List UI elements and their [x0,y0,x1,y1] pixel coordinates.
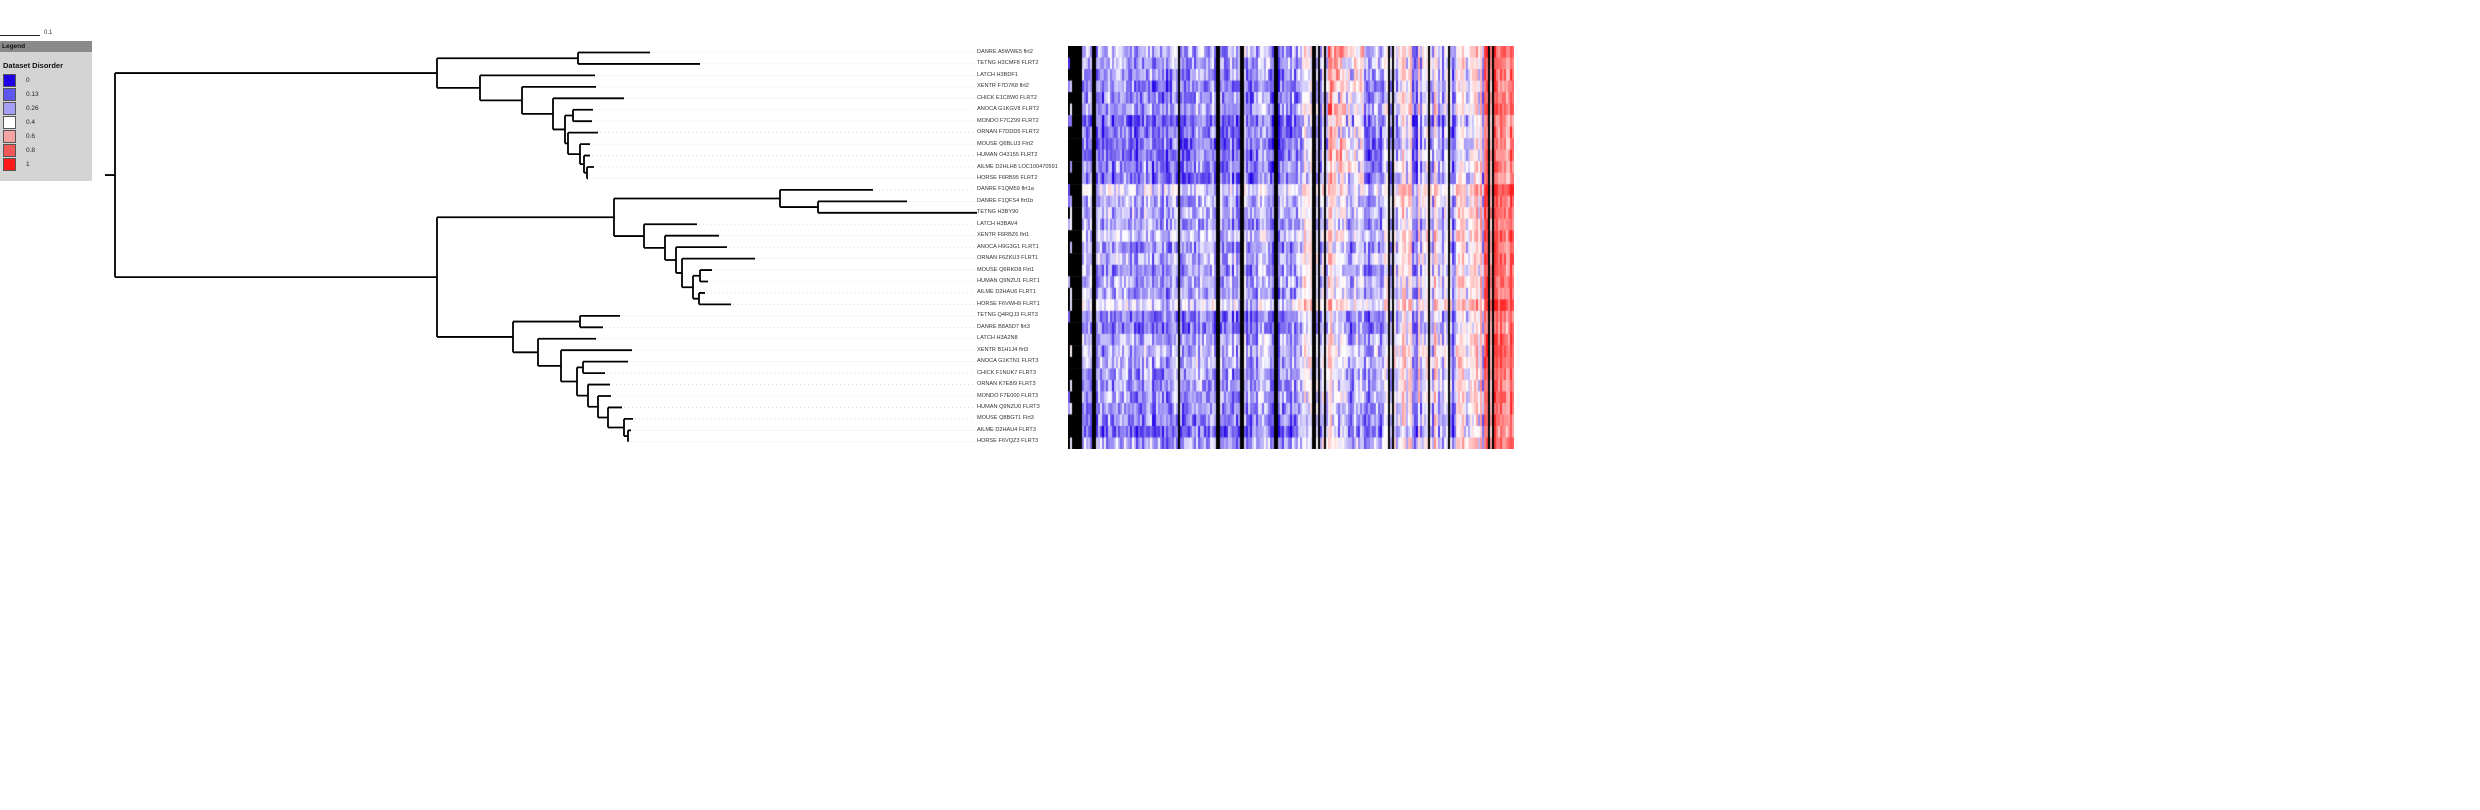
leaf-label: TETNG H3CMF8 FLRT2 [977,60,1039,67]
legend-item-label: 0.13 [26,91,39,98]
leaf-label: XENTR F7D7K8 flrt2 [977,83,1029,90]
leaf-label: AILME D2HLH8 LOC100470591 [977,163,1058,170]
legend-item-label: 0.26 [26,105,39,112]
legend-item-label: 0.8 [26,147,36,154]
leaf-label: HORSE F6VQZ3 FLRT3 [977,438,1039,445]
legend-header: Legend [0,41,92,52]
leaf-label: ANOCA G1KGV8 FLRT2 [977,106,1040,113]
legend-item-6: 1 [3,158,89,172]
leaf-label: AILME D2HAU6 FLRT1 [977,289,1036,296]
legend-item-label: 1 [26,161,30,168]
leaf-label: LATCH H3BDF1 [977,71,1018,78]
scale-bar: 0.1 [0,30,80,44]
legend-item-1: 0.13 [3,88,89,102]
leaf-label: DANRE B8A5D7 flrt3 [977,323,1030,330]
scale-bar-line [0,35,40,36]
tree-branches [105,51,977,442]
legend-item-label: 0.4 [26,119,36,126]
leaf-label: HUMAN O43155 FLRT2 [977,152,1038,159]
legend-swatch [3,102,16,115]
leaf-label: MONDO F7E000 FLRT3 [977,392,1039,399]
legend-swatch [3,74,16,87]
legend-swatch [3,130,16,143]
leaf-label: MONDO F7CZ99 FLRT2 [977,117,1039,124]
leaf-label: ANOCA G1KTN1 FLRT3 [977,358,1039,365]
legend-item-0: 0 [3,74,89,88]
leaf-label: LATCH H3BAV4 [977,220,1018,227]
leaf-label: CHICK F1NUK7 FLRT3 [977,369,1036,376]
legend-swatch [3,88,16,101]
leaf-label: TETNG H3BY90 [977,209,1019,216]
leaf-label: HUMAN Q9NZU0 FLRT3 [977,403,1040,410]
scale-bar-label: 0.1 [44,30,53,36]
legend-item-3: 0.4 [3,116,89,130]
leaf-label: ANOCA H9G3G1 FLRT1 [977,243,1039,250]
leaf-label: XENTR B1H1J4 flrt3 [977,346,1029,353]
legend-swatch [3,144,16,157]
leaf-label: DANRE A5WWE5 flrt2 [977,49,1033,55]
leaf-label: MOUSE Q8BGT1 Flrt3 [977,415,1034,422]
leaf-label: HORSE F6VWH9 FLRT1 [977,300,1040,307]
legend-item-4: 0.6 [3,130,89,144]
legend-panel: Legend Dataset Disorder 0 0.13 0.26 0.4 … [0,41,92,181]
legend-swatch [3,158,16,171]
leaf-label: XENTR F6RBZ6 flrt1 [977,232,1030,239]
leaf-label: MOUSE Q6RKD8 Flrt1 [977,266,1035,273]
phylogenetic-tree [105,51,979,443]
leaf-label: CHICK E1C8W0 FLRT2 [977,94,1037,101]
leaf-label: ORNAN F6ZKU3 FLRT1 [977,255,1039,262]
legend-title: Dataset Disorder [3,61,64,70]
legend-item-2: 0.26 [3,102,89,116]
leaf-label: AILME D2HAU4 FLRT3 [977,426,1036,433]
leaf-label: ORNAN F7DDD5 FLRT2 [977,129,1040,136]
leaf-label: ORNAN K7E8I9 FLRT3 [977,381,1036,388]
leaf-label: HORSE F6RB95 FLRT2 [977,174,1038,181]
legend-swatch [3,116,16,129]
legend-item-label: 0 [26,77,30,84]
leaf-label: DANRE F1QM59 flrt1a [977,186,1034,193]
leaf-label: LATCH H3A2N8 [977,335,1018,342]
leaf-label: TETNG Q4RQJ3 FLRT3 [977,312,1038,319]
leaf-label: DANRE F1QFS4 flrt1b [977,197,1034,204]
legend-item-label: 0.6 [26,133,36,140]
disorder-heatmap [1068,46,1514,449]
leaf-label: MOUSE Q6BLU3 Flrt2 [977,140,1034,147]
legend-item-5: 0.8 [3,144,89,158]
leaf-label: HUMAN Q9NZU1 FLRT1 [977,278,1040,284]
